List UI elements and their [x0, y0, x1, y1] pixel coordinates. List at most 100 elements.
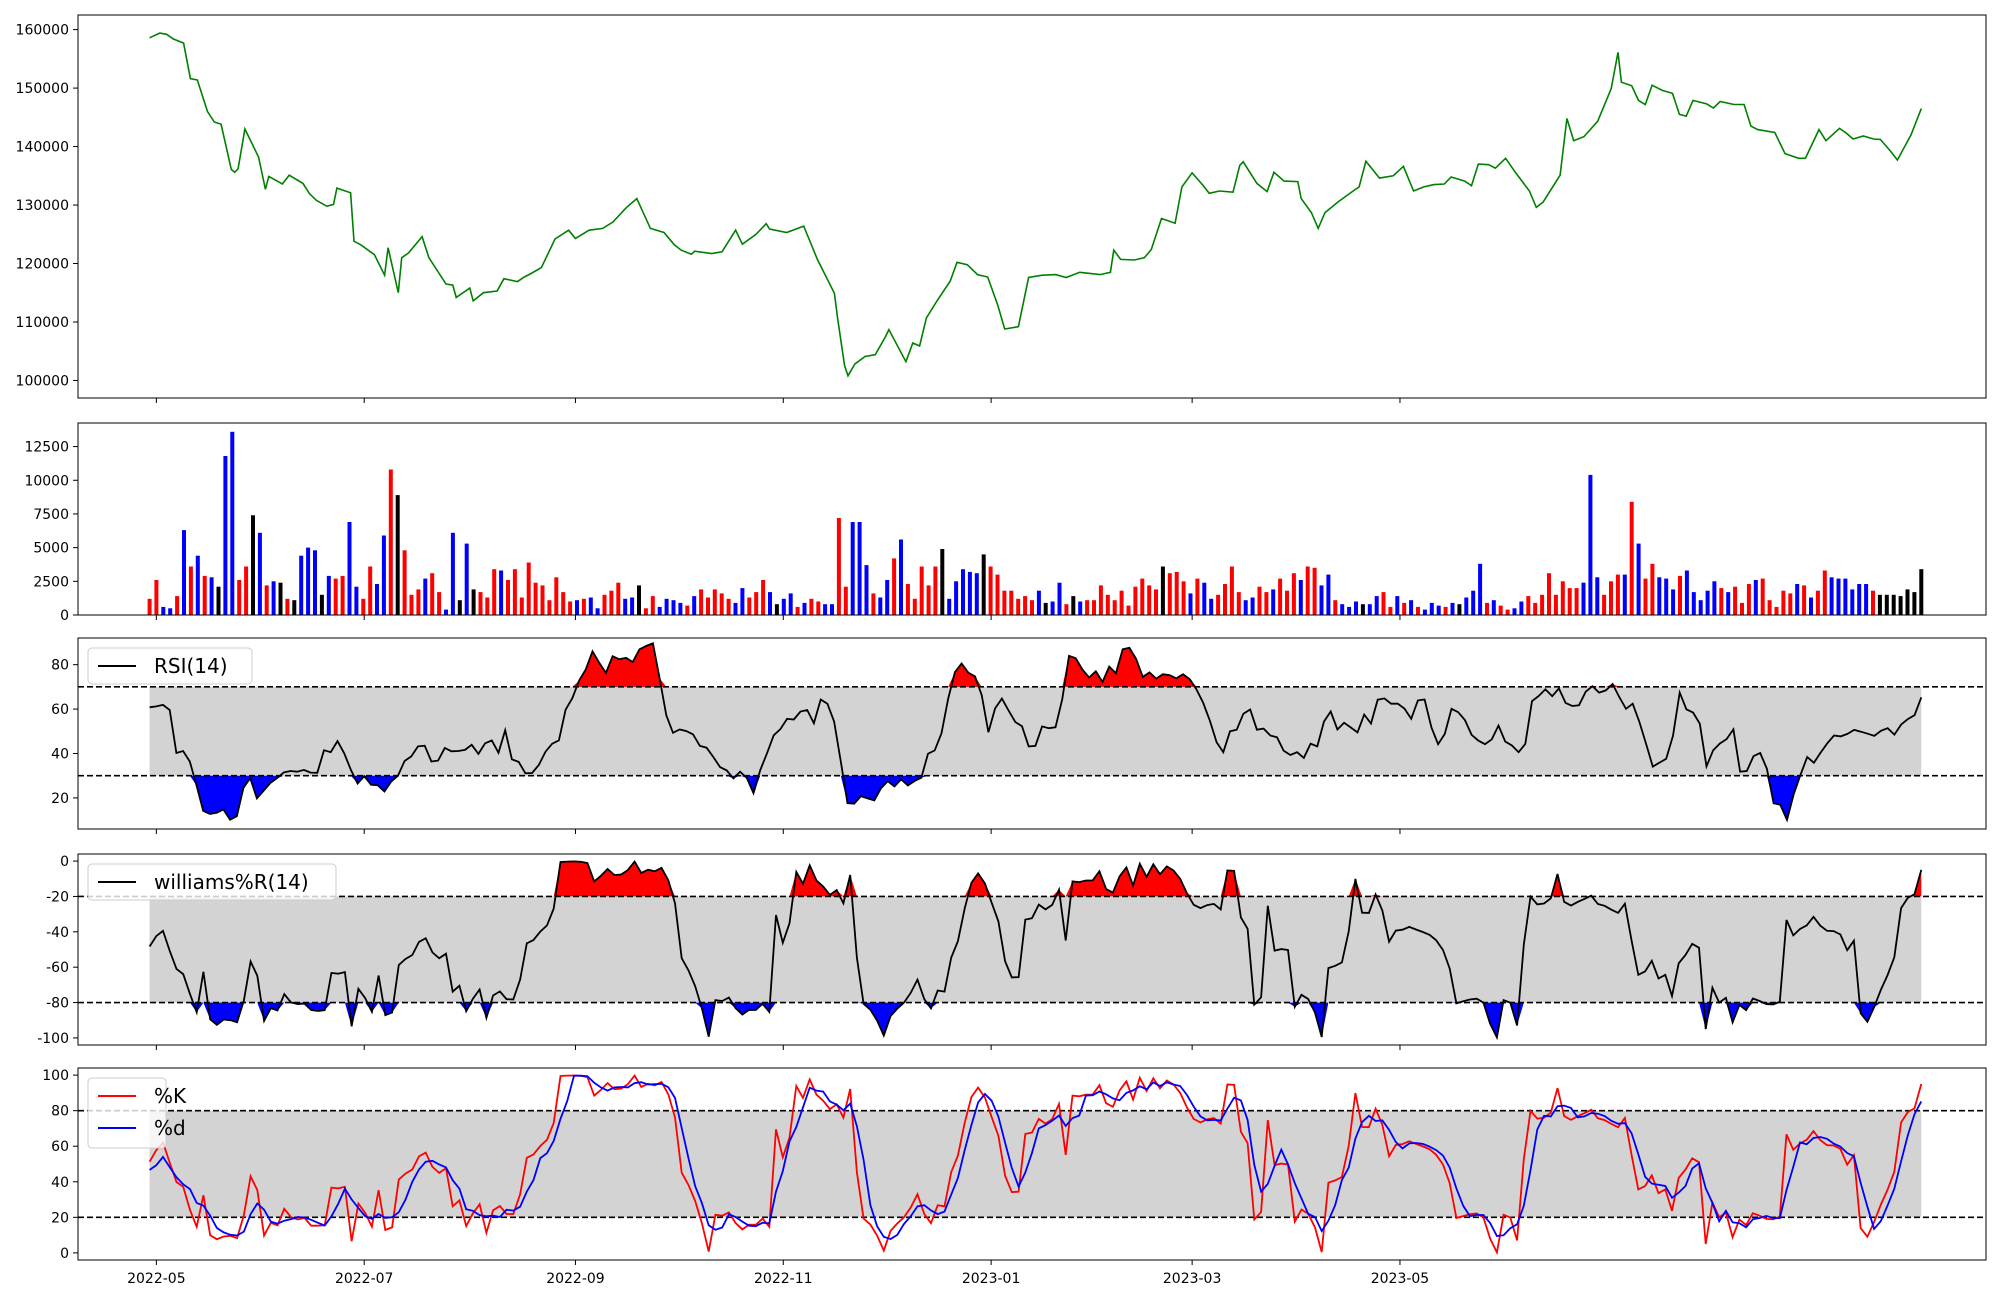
volume-bar [878, 597, 883, 615]
volume-bar [712, 589, 717, 615]
volume-bar [1009, 590, 1014, 615]
volume-bar [1884, 594, 1889, 615]
volume-bar [216, 586, 221, 615]
volume-bar [892, 558, 897, 615]
volume-bar [540, 585, 545, 615]
oversold-fill [149, 775, 1922, 820]
panel-frame [77, 14, 1987, 399]
y-tick-label: 60 [51, 702, 69, 718]
volume-bar [1071, 596, 1076, 615]
volume-bar [1443, 606, 1448, 615]
volume-bar [1678, 575, 1682, 615]
volume-bar [637, 585, 641, 615]
y-tick-label: 80 [51, 1104, 69, 1120]
volume-bar [871, 593, 876, 615]
x-tick-label: 2023-03 [1163, 1271, 1222, 1287]
volume-bar [1126, 605, 1131, 615]
volume-panel: 0 2500 5000 7500 10000 12500 [24, 422, 1987, 624]
volume-bar [1788, 593, 1793, 615]
volume-bar [1050, 601, 1055, 615]
volume-bar [1250, 597, 1255, 615]
volume-bar [1615, 574, 1620, 615]
volume-bar [1746, 584, 1751, 615]
y-tick-label: 7500 [33, 507, 69, 523]
oversold-fill [149, 1002, 1922, 1038]
volume-bar [885, 580, 890, 615]
volume-bar [602, 594, 607, 615]
volume-bar [1912, 592, 1917, 615]
williams-r-panel: -100 -80 -60 -40 -20 0 williams%R(14) [37, 853, 1987, 1050]
volume-bar [1705, 590, 1710, 615]
volume-bar [954, 581, 959, 615]
volume-bar [1243, 600, 1248, 615]
legend-label-d: %d [154, 1116, 186, 1140]
volume-bar [1781, 590, 1786, 615]
volume-bar [368, 566, 373, 615]
x-tick-label: 2023-05 [1371, 1271, 1430, 1287]
volume-bar [1319, 585, 1324, 615]
volume-bar [616, 582, 621, 615]
volume-bar [926, 585, 931, 615]
volume-bar [554, 577, 559, 615]
neutral-band [149, 686, 1922, 776]
volume-bar [147, 598, 152, 615]
y-tick-label: -100 [37, 1031, 69, 1047]
volume-bar [223, 456, 228, 615]
volume-bar [168, 608, 173, 615]
overbought-fill [149, 861, 1922, 897]
volume-bar [402, 550, 407, 615]
y-tick-label: 2500 [33, 574, 69, 590]
y-tick-label: 5000 [33, 541, 69, 557]
volume-bar [1381, 592, 1386, 615]
volume-bar [409, 594, 414, 615]
volume-bar [1140, 578, 1145, 615]
volume-bar [1485, 602, 1489, 615]
y-tick-label: 100 [42, 1068, 69, 1084]
volume-bar [1257, 586, 1262, 615]
volume-bar [1057, 582, 1062, 615]
volume-bar [678, 602, 683, 615]
volume-bar [1643, 578, 1648, 615]
y-tick-label: -20 [46, 889, 69, 905]
volume-bar [905, 584, 910, 615]
volume-bar [1409, 600, 1414, 615]
volume-bar [706, 597, 710, 615]
volume-bar [1285, 590, 1289, 615]
volume-bar [313, 550, 317, 615]
volume-bar [1167, 573, 1172, 615]
volume-bar [816, 601, 821, 615]
volume-bar [1560, 581, 1565, 615]
volume-bar [1388, 606, 1393, 615]
y-tick-label: 120000 [16, 257, 69, 273]
volume-bar [1223, 584, 1227, 615]
volume-bar [1085, 600, 1090, 615]
volume-bar [1402, 602, 1407, 615]
volume-bar [1581, 582, 1586, 615]
volume-bar [506, 580, 510, 615]
volume-bar [1347, 606, 1352, 615]
volume-bar [319, 594, 324, 615]
volume-bar [202, 575, 207, 615]
volume-bar [761, 580, 766, 615]
volume-bar [1691, 592, 1696, 615]
volume-bar [1229, 566, 1234, 615]
volume-bar [1871, 590, 1875, 615]
volume-bar [264, 585, 269, 615]
volume-bar [1684, 570, 1689, 615]
legend-box [87, 647, 253, 685]
legend-label-k: %K [154, 1084, 187, 1108]
volume-bar [257, 532, 262, 615]
panel-frame [77, 422, 1987, 616]
price-panel: 100000 110000 120000 130000 140000 150000 1600… [16, 14, 1987, 403]
volume-bar [1891, 594, 1896, 615]
volume-bar [967, 571, 972, 615]
volume-bar [1836, 578, 1841, 615]
volume-bar [457, 600, 462, 615]
volume-bar [1030, 600, 1034, 615]
y-tick-label: 100000 [16, 373, 69, 389]
volume-bar [182, 530, 186, 615]
legend: williams%R(14) [87, 863, 337, 901]
volume-bar [292, 600, 297, 615]
volume-bar [740, 588, 745, 615]
